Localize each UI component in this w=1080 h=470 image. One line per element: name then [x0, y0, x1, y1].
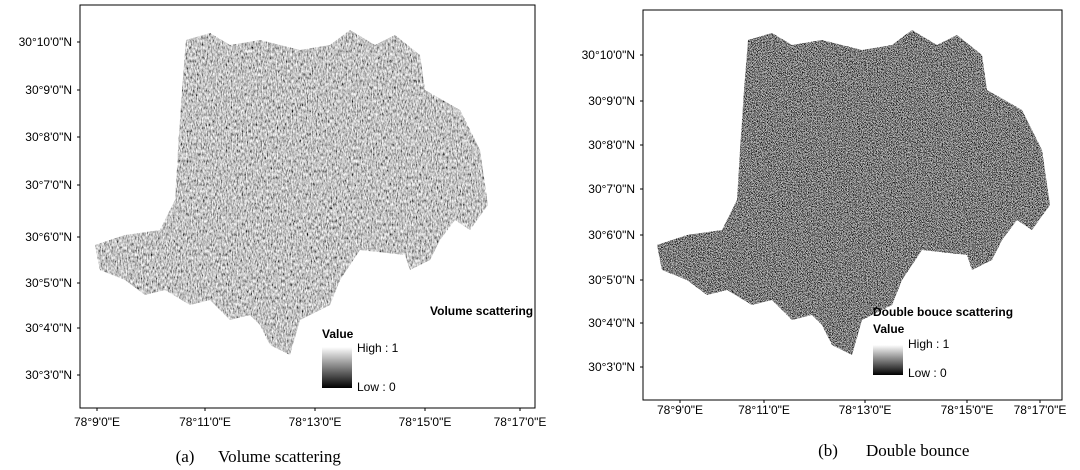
legend-high: High : 1: [357, 341, 399, 355]
lon-tick-label: 78°15'0"E: [399, 415, 452, 429]
lat-tick-label: 30°4'0"N: [588, 316, 635, 330]
lon-tick-label: 78°9'0"E: [657, 403, 703, 417]
lat-tick-label: 30°10'0"N: [582, 48, 635, 62]
lat-tick-label: 30°5'0"N: [588, 273, 635, 287]
lat-tick-label: 30°6'0"N: [588, 228, 635, 242]
legend-ramp: [873, 345, 903, 375]
legend-high: High : 1: [908, 337, 950, 351]
lat-tick-label: 30°10'0"N: [19, 35, 72, 49]
lat-tick-label: 30°4'0"N: [25, 321, 72, 335]
lon-tick-label: 78°9'0"E: [74, 415, 120, 429]
lat-tick-label: 30°8'0"N: [25, 130, 72, 144]
lon-tick-label: 78°13'0"E: [289, 415, 342, 429]
lat-tick-label: 30°7'0"N: [588, 182, 635, 196]
lat-tick-label: 30°8'0"N: [588, 138, 635, 152]
legend-title: Volume scattering: [430, 304, 533, 318]
lat-tick-label: 30°3'0"N: [588, 360, 635, 374]
caption-text: Double bounce: [866, 441, 969, 460]
legend-title: Double bouce scattering: [873, 305, 1013, 319]
lon-tick-label: 78°11'0"E: [179, 415, 231, 429]
lat-tick-label: 30°9'0"N: [588, 94, 635, 108]
lat-tick-label: 30°7'0"N: [25, 178, 72, 192]
legend-low: Low : 0: [357, 380, 396, 394]
legend-low: Low : 0: [908, 366, 947, 380]
lat-tick-label: 30°6'0"N: [25, 230, 72, 244]
lon-tick-label: 78°17'0"E: [1014, 403, 1067, 417]
legend-ramp: [322, 347, 352, 388]
caption-label: (a): [176, 447, 195, 466]
lon-tick-label: 78°17'0"E: [494, 415, 547, 429]
legend-label: Value: [873, 322, 905, 336]
lat-tick-label: 30°5'0"N: [25, 276, 72, 290]
lat-tick-label: 30°9'0"N: [25, 83, 72, 97]
caption-label: (b): [818, 441, 838, 460]
lon-tick-label: 78°11'0"E: [738, 403, 790, 417]
lat-tick-label: 30°3'0"N: [25, 368, 72, 382]
lon-tick-label: 78°15'0"E: [941, 403, 994, 417]
caption-text: Volume scattering: [218, 447, 341, 466]
legend-label: Value: [322, 327, 354, 341]
lon-tick-label: 78°13'0"E: [839, 403, 892, 417]
figure: 30°10'0"N 30°9'0"N 30°8'0"N 30°7'0"N 30°6'0"…: [0, 0, 1080, 470]
